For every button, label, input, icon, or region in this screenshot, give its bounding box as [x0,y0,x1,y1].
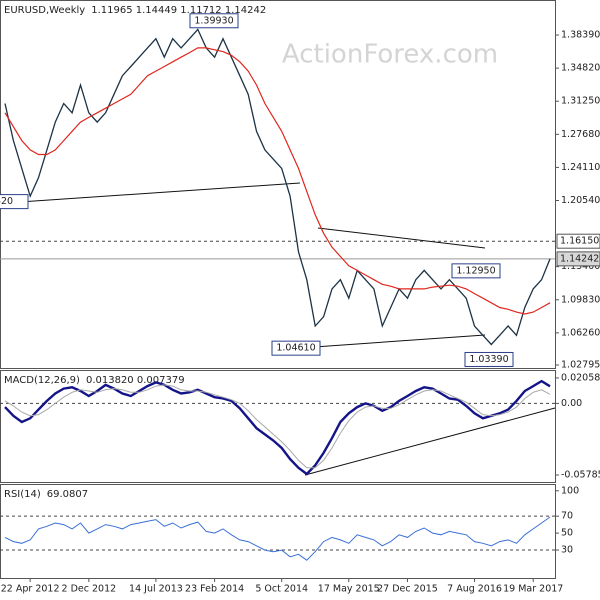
y-tick-label: 1.06260 [561,327,600,338]
y-tick-label: 1.31250 [561,96,600,107]
y-tick-label: 1.27680 [561,129,600,140]
trend-line [304,407,556,476]
annotation-box [0,194,29,210]
y-tick-label: 0.00 [561,398,582,409]
subtitle: 1.11965 1.14449 1.11712 1.14242 [91,5,266,16]
y-tick-label: 1.34820 [561,63,600,74]
annotation-label: 1.39930 [194,15,233,26]
watermark: ActionForex.com [282,40,498,70]
y-tick-label: 1.09830 [561,294,600,305]
trend-line [317,227,486,249]
panel-title: EURUSD,Weekly 1.11965 1.14449 1.11712 1.1… [4,5,266,16]
subtitle: 0.013820 0.007379 [86,375,185,386]
x-tick-label: 14 Jul 2013 [129,584,183,595]
title: EURUSD,Weekly [4,5,85,16]
annotation-label: 1.04610 [276,343,315,354]
y-tick-label: 0.020585 [561,372,600,383]
title: RSI(14) [4,489,41,500]
series-line [4,516,551,561]
y-tick-label: 1.38390 [561,30,600,41]
trend-line [4,182,301,204]
series-line [4,28,551,346]
panel-frame [0,370,556,483]
price-label-box [556,251,600,267]
panel-frame [0,484,556,579]
panel-frame [0,0,556,369]
x-tick-label: 7 Aug 2016 [447,584,502,595]
annotation-box [464,351,514,367]
series-line [4,384,551,469]
series-line [4,47,551,315]
trend-line [299,334,486,349]
y-tick-label: 100 [561,485,579,496]
price-label: 1.16150 [560,236,599,247]
y-tick-label: 1.13400 [561,261,600,272]
annotation-box [271,340,321,356]
price-label: 1.14242 [560,253,599,264]
y-tick-label: 50 [561,528,573,539]
x-tick-label: 17 May 2015 [318,584,380,595]
annotation-box [189,13,239,29]
x-tick-label: 23 Feb 2014 [185,584,244,595]
y-tick-label: 1.24110 [561,162,600,173]
x-tick-label: 5 Oct 2014 [255,584,308,595]
annotation-label: 1.03390 [469,354,508,365]
annotation-label: 1.12950 [456,265,495,276]
annotation-label: 420 [0,196,13,207]
y-tick-label: 1.02795 [561,359,600,370]
x-tick-label: 2 Dec 2012 [62,584,117,595]
y-tick-label: 70 [561,511,573,522]
y-tick-label: 30 [561,545,573,556]
y-tick-label: 1.20540 [561,195,600,206]
x-tick-label: 22 Apr 2012 [1,584,60,595]
y-tick-label: -0.057859 [561,470,600,481]
title: MACD(12,26,9) [4,375,80,386]
panel-title: RSI(14) 69.0807 [4,489,88,500]
x-tick-label: 19 Mar 2017 [503,584,563,595]
x-tick-label: 27 Dec 2015 [377,584,438,595]
price-label-box [556,233,600,249]
panel-title: MACD(12,26,9) 0.013820 0.007379 [4,375,185,386]
subtitle: 69.0807 [47,489,88,500]
annotation-box [451,263,501,279]
